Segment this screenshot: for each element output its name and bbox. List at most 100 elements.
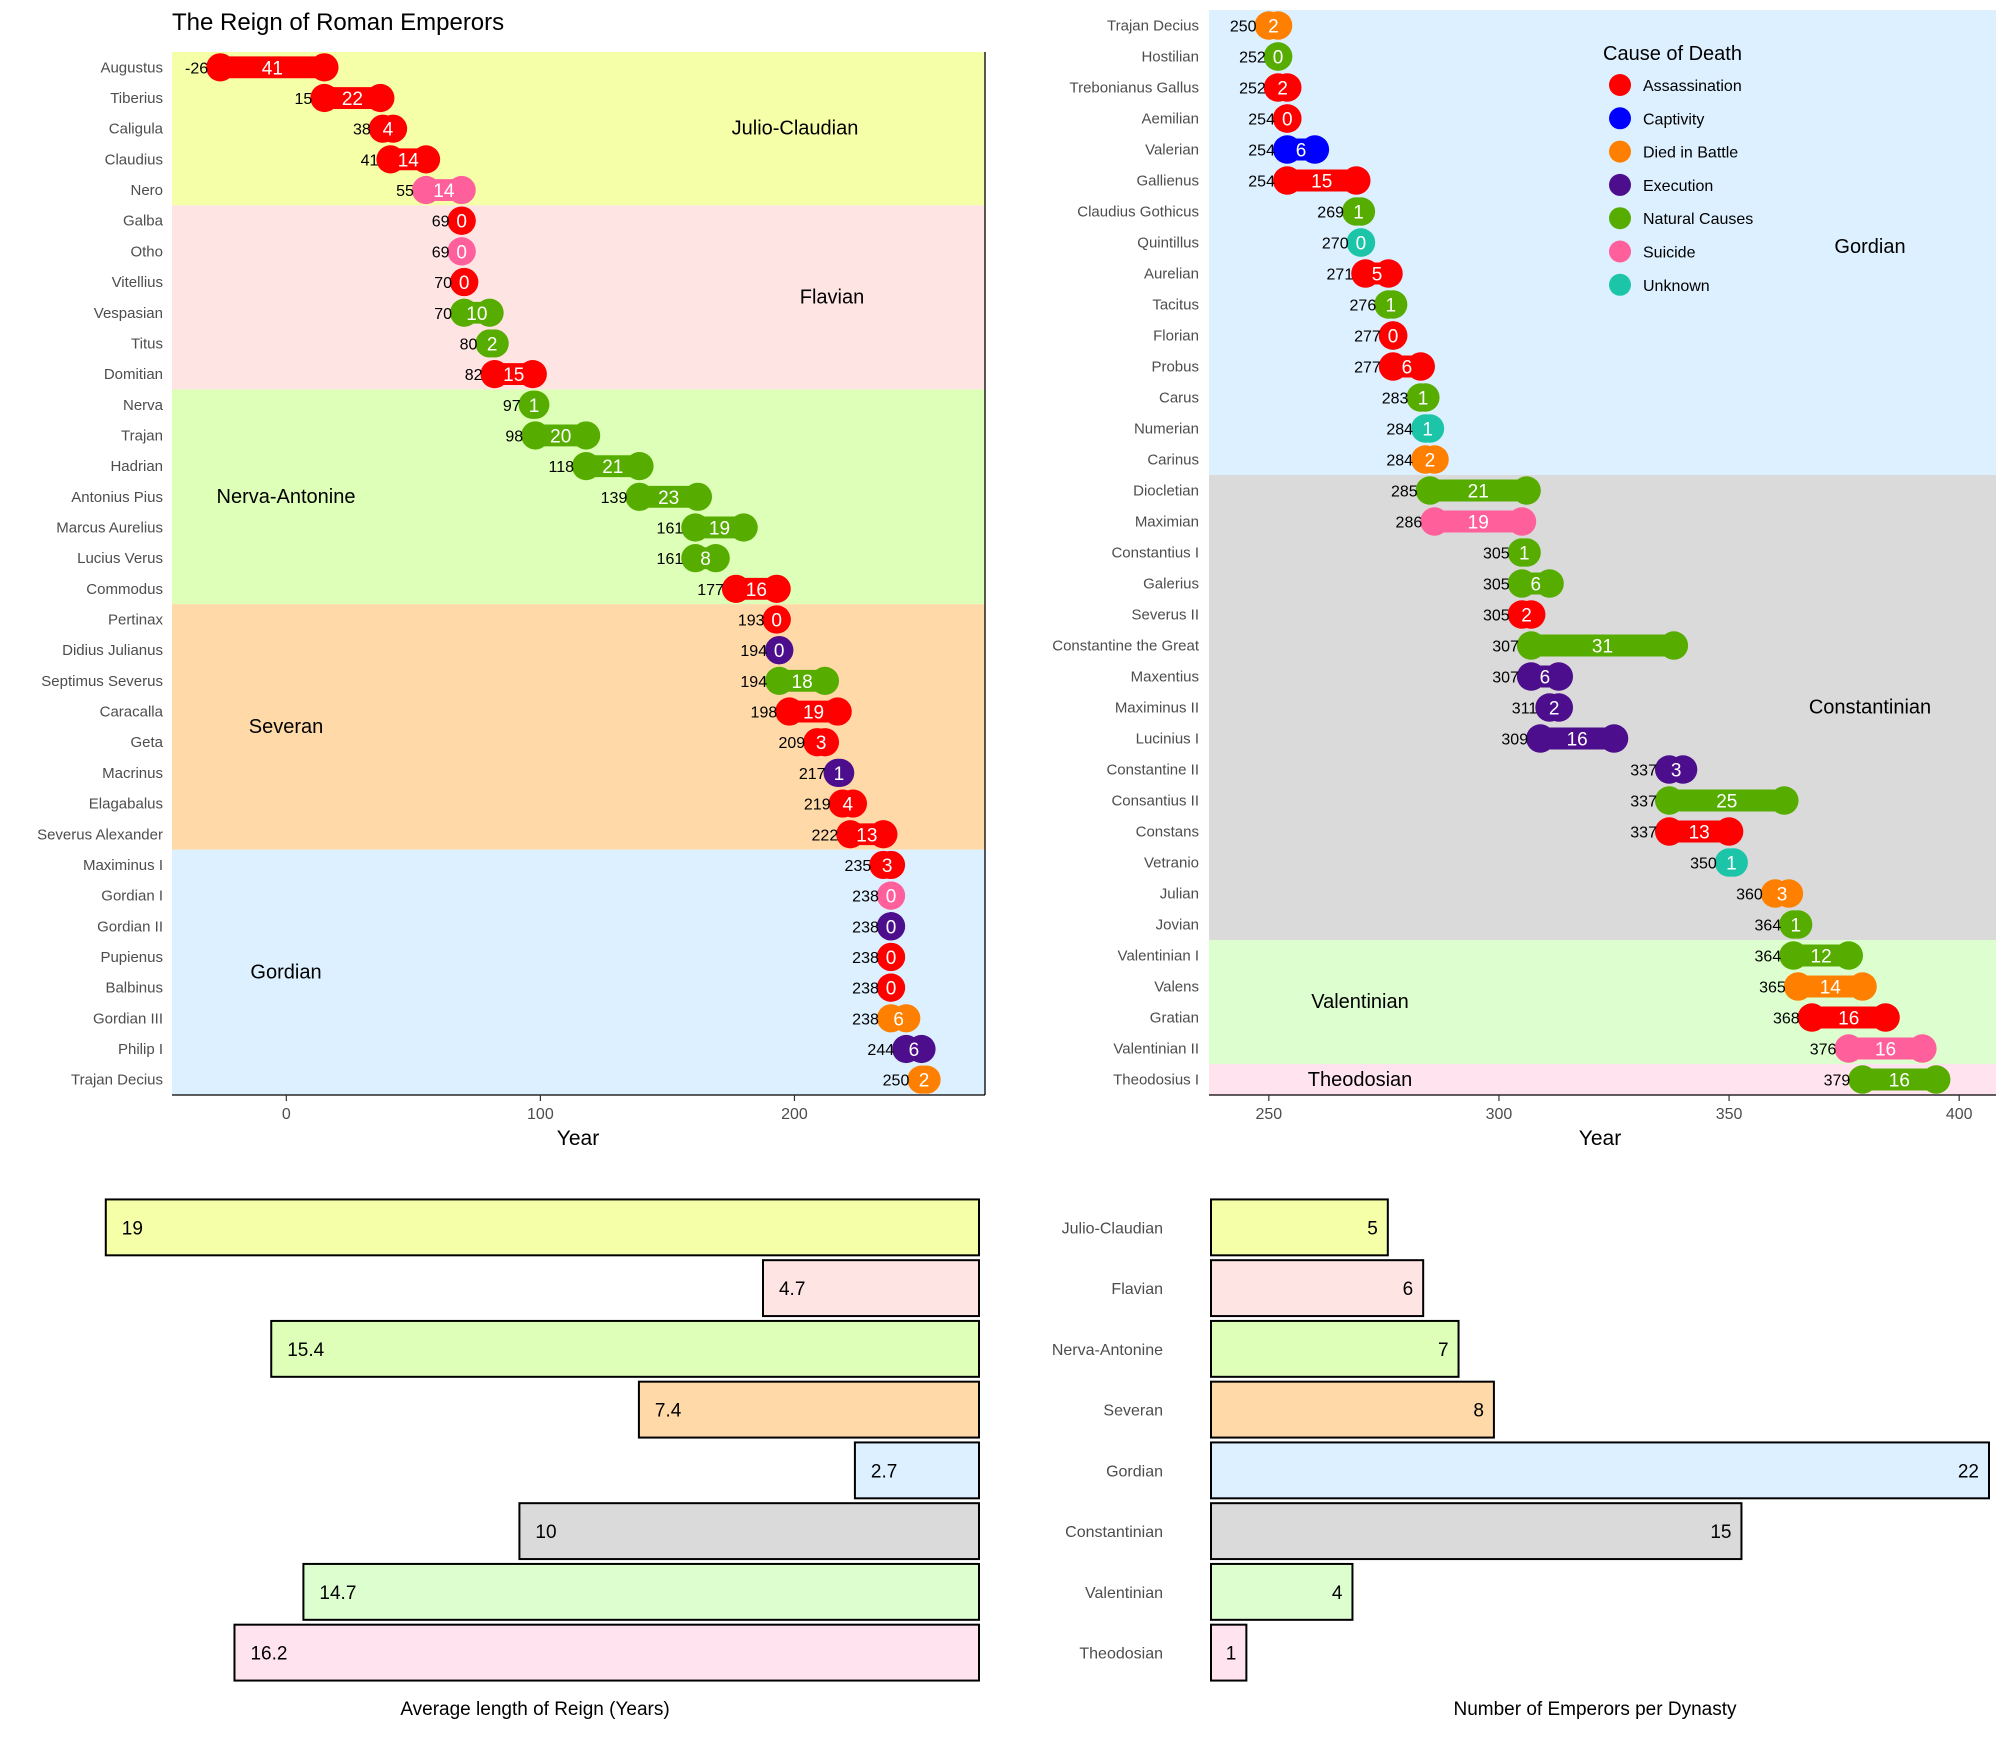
dynasty-band-constantinian xyxy=(1209,475,1996,940)
reign-end-dot xyxy=(762,605,791,634)
emperor-name-label: Maximinus II xyxy=(1115,700,1199,717)
reign-start-label: 193 xyxy=(738,613,765,630)
emperor-name-label: Severus II xyxy=(1131,607,1199,624)
reign-length-label: 6 xyxy=(1402,358,1413,379)
reign-start-label: 38 xyxy=(353,122,371,139)
emperor-row-tiberius: Tiberius 15 22 xyxy=(110,83,395,113)
emperor-name-label: Commodus xyxy=(86,581,163,598)
reign-start-dot xyxy=(625,482,654,511)
reign-start-dot xyxy=(1779,941,1808,970)
emperor-row-florian: Florian 277 0 xyxy=(1153,321,1408,350)
bar-value-label: 7.4 xyxy=(655,1401,682,1422)
legend-marker-natural-causes xyxy=(1609,207,1631,230)
reign-start-label: 217 xyxy=(799,766,826,783)
reign-end-dot xyxy=(762,574,791,603)
bar-group-valentinian: 14.7 xyxy=(302,1562,981,1621)
reign-end-dot xyxy=(1848,972,1877,1001)
reign-length-label: 4 xyxy=(843,795,854,816)
bar-value-label: 2.7 xyxy=(871,1461,897,1482)
legend-label-captivity: Captivity xyxy=(1643,111,1704,128)
reign-start-label: 250 xyxy=(883,1073,910,1090)
emperor-name-label: Theodosius I xyxy=(1113,1072,1199,1089)
reign-start-label: 238 xyxy=(852,1011,879,1028)
reign-start-label: 244 xyxy=(867,1042,894,1059)
reign-length-label: 0 xyxy=(771,611,782,632)
legend-marker-assassination xyxy=(1609,74,1631,96)
emperor-name-label: Lucius Verus xyxy=(77,550,163,567)
emperor-name-label: Titus xyxy=(131,335,163,352)
emperor-name-label: Galerius xyxy=(1143,576,1199,593)
reign-length-label: 41 xyxy=(262,58,283,79)
reign-length-label: 0 xyxy=(456,212,467,233)
reign-length-label: 1 xyxy=(1386,296,1397,317)
emperor-name-label: Gordian I xyxy=(101,888,163,905)
reign-start-label: 276 xyxy=(1350,298,1377,315)
reign-length-label: 2 xyxy=(1549,699,1560,720)
category-label: Valentinian xyxy=(1085,1585,1163,1602)
reign-start-label: 277 xyxy=(1354,360,1381,377)
reign-end-dot xyxy=(518,359,547,389)
reign-start-label: 277 xyxy=(1354,329,1381,346)
reign-start-label: 307 xyxy=(1492,639,1519,656)
reign-start-label: 80 xyxy=(460,336,478,353)
emperor-row-diocletian: Diocletian 285 21 xyxy=(1133,476,1541,505)
reign-start-label: 284 xyxy=(1386,422,1413,439)
reign-length-label: 0 xyxy=(456,242,467,263)
emperor-name-label: Claudius xyxy=(105,151,163,168)
reign-start-dot xyxy=(1848,1065,1877,1094)
reign-length-label: 19 xyxy=(1468,513,1489,534)
reign-length-label: 5 xyxy=(1372,265,1383,286)
reign-start-label: 238 xyxy=(852,950,879,967)
emperor-row-gallienus: Gallienus 254 15 xyxy=(1136,166,1371,195)
reign-length-label: 0 xyxy=(459,273,470,294)
emperor-row-nero: Nero 55 14 xyxy=(130,175,476,205)
dynasty-label-flavian: Flavian xyxy=(800,286,864,308)
reign-start-dot xyxy=(681,544,710,573)
reign-length-label: 15 xyxy=(503,365,524,386)
emperor-name-label: Valentinian II xyxy=(1113,1041,1199,1058)
reign-length-label: 14 xyxy=(1820,978,1842,999)
reign-end-dot xyxy=(892,1004,921,1033)
dynasty-label-gordian: Gordian xyxy=(250,961,321,983)
bar-group-nerva-antonine: 7 Nerva-Antonine xyxy=(1052,1319,1460,1378)
reign-end-dot xyxy=(701,544,730,573)
bar-group-gordian: 22 Gordian xyxy=(1106,1441,1990,1500)
emperor-name-label: Numerian xyxy=(1134,421,1199,438)
bar-value-label: 4 xyxy=(1332,1583,1343,1604)
category-label: Flavian xyxy=(1111,1281,1163,1298)
x-axis-title-left: Year xyxy=(557,1127,599,1150)
reign-length-label: 8 xyxy=(700,549,711,570)
emperor-row-valentinian-i: Valentinian I 364 12 xyxy=(1118,941,1863,970)
emperor-name-label: Caracalla xyxy=(100,704,164,721)
emperor-count-axis-title: Number of Emperors per Dynasty xyxy=(1454,1699,1737,1720)
reign-start-label: 286 xyxy=(1396,515,1423,532)
avg-reign-axis-title: Average length of Reign (Years) xyxy=(400,1699,669,1720)
emperor-name-label: Pertinax xyxy=(108,612,164,629)
emperor-name-label: Maxentius xyxy=(1131,669,1199,686)
emperor-row-vetranio: Vetranio 350 1 xyxy=(1144,848,1748,877)
bar-gordian xyxy=(1210,1441,1990,1500)
reign-length-label: 4 xyxy=(383,120,394,141)
reign-start-dot xyxy=(775,697,804,726)
reign-start-label: 379 xyxy=(1824,1073,1851,1090)
reign-start-dot xyxy=(1834,1034,1863,1063)
reign-end-dot xyxy=(310,53,339,82)
bar-value-label: 15.4 xyxy=(287,1340,324,1361)
emperor-name-label: Diocletian xyxy=(1133,483,1199,500)
dynasty-band-flavian xyxy=(172,205,985,390)
emperor-row-hadrian: Hadrian 118 21 xyxy=(110,452,654,481)
dynasty-label-severan: Severan xyxy=(249,716,324,738)
reign-end-dot xyxy=(826,758,855,788)
reign-length-label: 14 xyxy=(433,181,455,202)
reign-end-dot xyxy=(876,912,906,941)
reign-end-dot xyxy=(810,666,840,695)
reign-start-dot xyxy=(206,53,235,82)
reign-start-label: 97 xyxy=(503,398,521,415)
dynasty-band-gordian xyxy=(172,849,985,1095)
emperor-name-label: Domitian xyxy=(104,366,163,383)
bar-value-label: 7 xyxy=(1438,1340,1449,1361)
category-label: Julio-Claudian xyxy=(1062,1220,1163,1237)
emperor-name-label: Nerva xyxy=(123,397,164,414)
reign-length-label: 1 xyxy=(1791,916,1802,937)
bar-gordian xyxy=(853,1441,981,1500)
